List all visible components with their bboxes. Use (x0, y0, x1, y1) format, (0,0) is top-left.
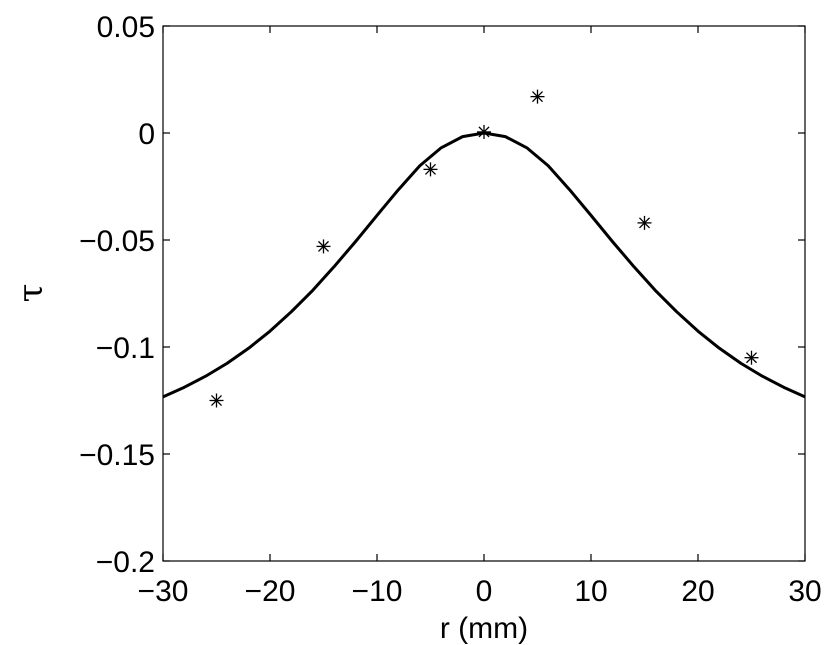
y-tick-label: 0.05 (97, 11, 155, 44)
x-tick-label: −10 (352, 575, 403, 608)
y-tick-label: −0.15 (79, 439, 155, 472)
tick-labels: −30 −20 −10 0 10 20 30 0.05 0 −0.05 −0.1 −0.15 −0.2 (79, 11, 822, 608)
x-axis-label: r (mm) (440, 612, 528, 645)
data-point (477, 124, 491, 139)
x-tick-label: 30 (788, 575, 821, 608)
x-tick-label: −20 (245, 575, 296, 608)
y-tick-label: 0 (138, 118, 155, 151)
data-point (316, 239, 331, 254)
data-point (423, 162, 438, 177)
data-point (209, 393, 224, 408)
plot-area (162, 25, 806, 562)
x-tick-label: 0 (476, 575, 493, 608)
y-tick-label: −0.05 (79, 225, 155, 258)
data-point (744, 350, 759, 365)
x-tick-label: 20 (681, 575, 714, 608)
axis-ticks (162, 25, 806, 562)
x-tick-label: 10 (574, 575, 607, 608)
y-tick-label: −0.1 (96, 332, 155, 365)
data-point (530, 89, 545, 104)
y-tick-label: −0.2 (96, 546, 155, 579)
data-markers (209, 89, 759, 408)
y-axis-label: τ (11, 284, 51, 303)
x-tick-label: −30 (138, 575, 189, 608)
data-point (637, 215, 652, 230)
